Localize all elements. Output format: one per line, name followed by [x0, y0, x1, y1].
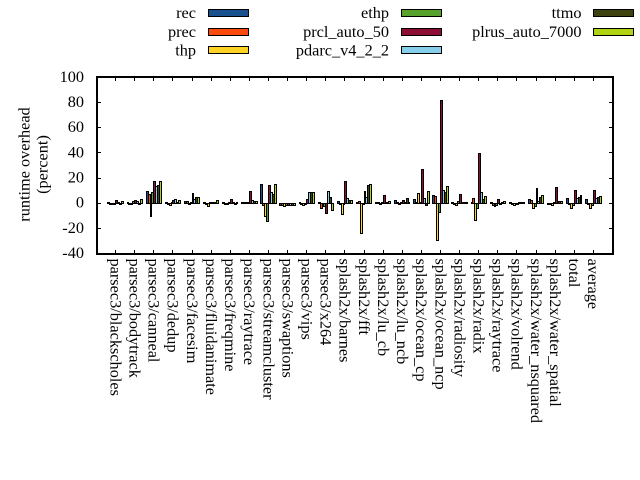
svg-text:splash2x/volrend: splash2x/volrend: [508, 259, 527, 370]
svg-text:splash2x/lu_ncb: splash2x/lu_ncb: [393, 259, 412, 365]
svg-text:ethp: ethp: [361, 3, 389, 22]
svg-text:prec: prec: [168, 22, 196, 41]
svg-text:splash2x/radiosity: splash2x/radiosity: [450, 259, 469, 378]
svg-text:plrus_auto_7000: plrus_auto_7000: [472, 22, 581, 41]
svg-text:thp: thp: [175, 41, 196, 60]
svg-text:pdarc_v4_2_2: pdarc_v4_2_2: [296, 41, 389, 60]
svg-text:-40: -40: [62, 243, 84, 262]
svg-text:average: average: [584, 259, 603, 310]
svg-text:parsec3/freqmine: parsec3/freqmine: [221, 259, 240, 372]
svg-text:parsec3/blackscholes: parsec3/blackscholes: [106, 259, 125, 396]
svg-text:parsec3/bodytrack: parsec3/bodytrack: [126, 259, 145, 379]
svg-text:splash2x/ocean_ncp: splash2x/ocean_ncp: [431, 259, 450, 390]
svg-text:splash2x/fft: splash2x/fft: [355, 259, 374, 336]
svg-text:total: total: [565, 259, 584, 288]
svg-text:20: 20: [68, 167, 84, 186]
svg-text:parsec3/canneal: parsec3/canneal: [145, 259, 164, 363]
svg-text:parsec3/facesim: parsec3/facesim: [183, 259, 202, 364]
svg-text:(percent): (percent): [33, 135, 52, 194]
svg-text:100: 100: [60, 67, 84, 86]
svg-text:ttmo: ttmo: [552, 3, 582, 22]
svg-text:40: 40: [68, 142, 84, 161]
svg-text:splash2x/lu_cb: splash2x/lu_cb: [374, 259, 393, 357]
svg-text:parsec3/dedup: parsec3/dedup: [164, 259, 183, 353]
svg-text:60: 60: [68, 117, 84, 136]
svg-text:0: 0: [76, 193, 84, 212]
svg-text:splash2x/radix: splash2x/radix: [470, 259, 489, 354]
svg-text:splash2x/ocean_cp: splash2x/ocean_cp: [412, 259, 431, 382]
svg-text:80: 80: [68, 92, 84, 111]
svg-text:splash2x/barnes: splash2x/barnes: [336, 259, 355, 363]
svg-text:rec: rec: [176, 3, 196, 22]
svg-text:parsec3/streamcluster: parsec3/streamcluster: [259, 259, 278, 401]
svg-text:parsec3/fluidanimate: parsec3/fluidanimate: [202, 259, 221, 396]
svg-text:splash2x/raytrace: splash2x/raytrace: [489, 259, 508, 373]
svg-text:splash2x/water_spatial: splash2x/water_spatial: [546, 259, 565, 408]
svg-text:splash2x/water_nsquared: splash2x/water_nsquared: [527, 259, 546, 424]
svg-text:parsec3/x264: parsec3/x264: [317, 259, 336, 346]
svg-text:parsec3/raytrace: parsec3/raytrace: [240, 259, 259, 366]
svg-text:-20: -20: [62, 218, 84, 237]
svg-text:runtime overhead: runtime overhead: [15, 107, 34, 221]
svg-text:prcl_auto_50: prcl_auto_50: [303, 22, 389, 41]
svg-text:parsec3/swaptions: parsec3/swaptions: [278, 259, 297, 378]
svg-text:parsec3/vips: parsec3/vips: [298, 259, 317, 340]
